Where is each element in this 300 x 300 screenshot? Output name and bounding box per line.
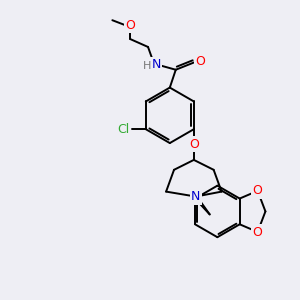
Text: O: O: [253, 226, 262, 239]
Text: N: N: [151, 58, 160, 71]
Text: O: O: [253, 184, 262, 197]
Text: O: O: [196, 55, 206, 68]
Text: N: N: [191, 190, 200, 203]
Text: O: O: [189, 138, 199, 151]
Text: O: O: [125, 19, 135, 32]
Text: Cl: Cl: [117, 123, 129, 136]
Text: H: H: [143, 61, 151, 71]
